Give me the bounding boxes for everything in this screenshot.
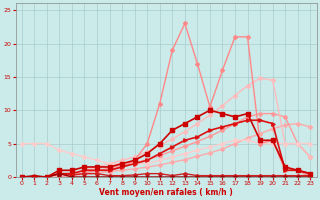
X-axis label: Vent moyen/en rafales ( km/h ): Vent moyen/en rafales ( km/h ) — [99, 188, 233, 197]
